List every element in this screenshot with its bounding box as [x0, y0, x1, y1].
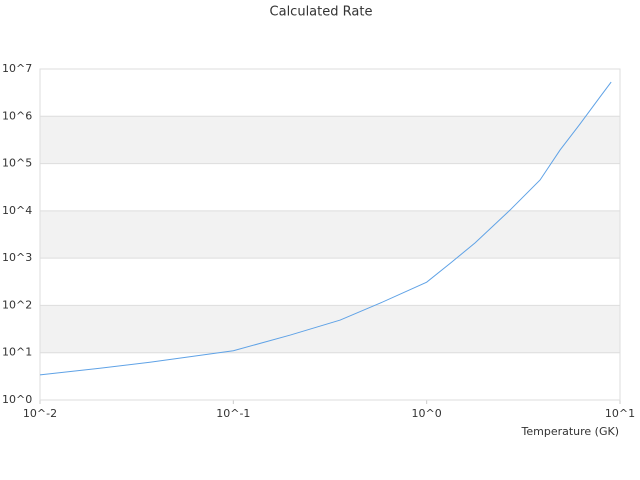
y-tick-label: 10^4 — [2, 204, 32, 217]
y-tick-label: 10^1 — [2, 346, 32, 359]
y-tick-label: 10^7 — [2, 62, 32, 75]
y-tick-label: 10^3 — [2, 251, 32, 264]
y-tick-label: 10^0 — [2, 393, 32, 406]
x-tick-label: 10^-1 — [216, 407, 250, 420]
grid-band — [40, 116, 620, 164]
grid-band — [40, 210, 620, 259]
grid-band — [40, 305, 620, 353]
plot-border — [39, 68, 621, 401]
chart-title: Calculated Rate — [270, 5, 373, 20]
x-tick-label: 10^-2 — [23, 407, 57, 420]
x-tick-label: 10^0 — [412, 407, 442, 420]
y-tick-label: 10^6 — [2, 109, 32, 122]
y-tick-label: 10^5 — [2, 157, 32, 170]
data-line — [39, 81, 612, 376]
y-tick-label: 10^2 — [2, 298, 32, 311]
x-axis-label: Temperature (GK) — [521, 425, 620, 438]
x-tick-label: 10^1 — [605, 407, 635, 420]
